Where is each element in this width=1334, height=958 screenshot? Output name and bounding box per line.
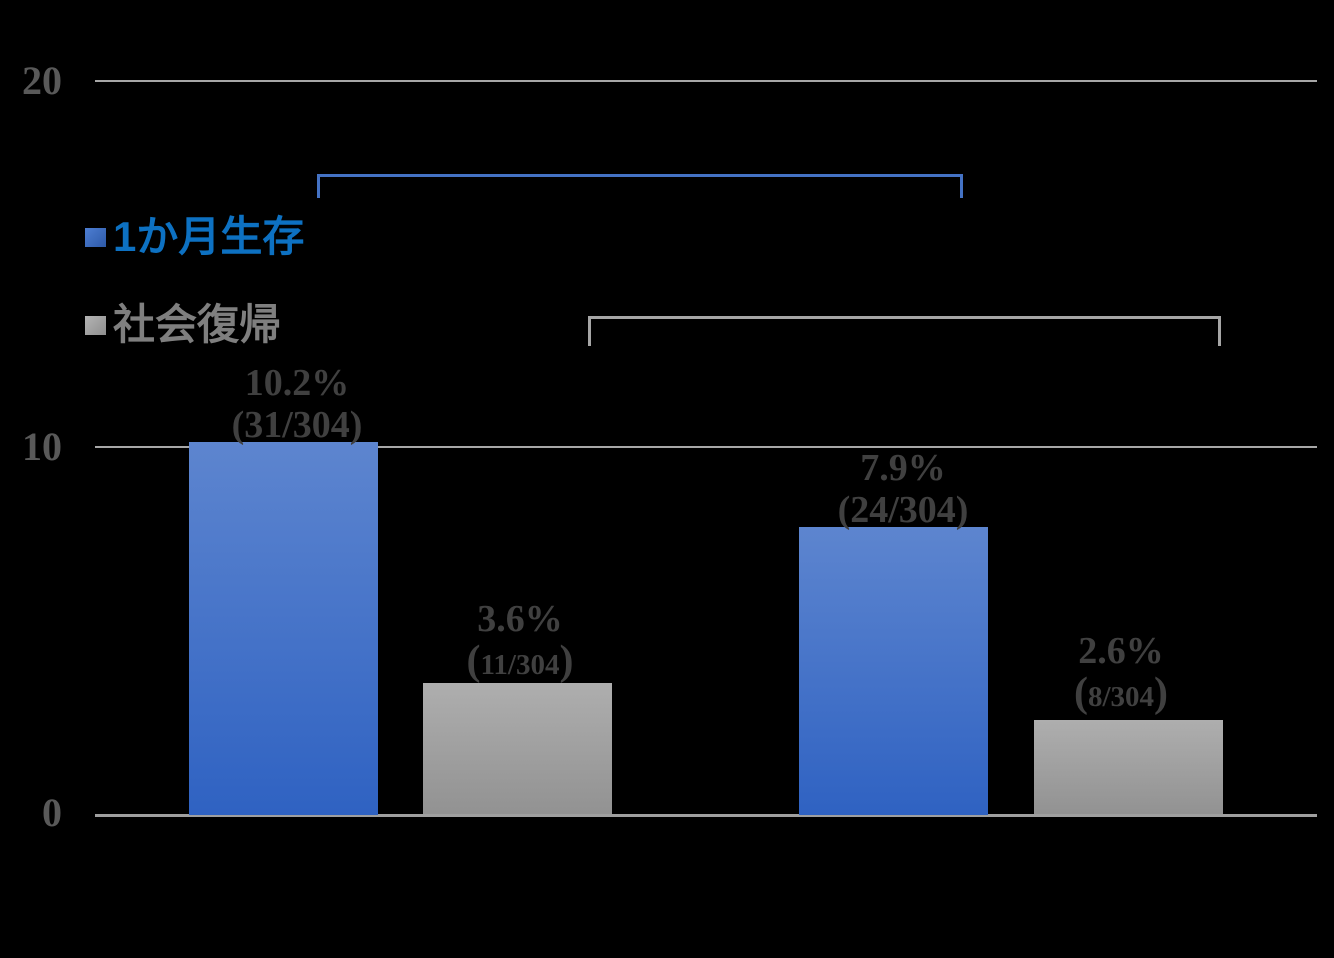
bar-label-survival-group1: 10.2% (31/304) [147,362,447,446]
legend-swatch-blue-icon [85,227,106,247]
fraction-numbers: 8/304 [1087,681,1155,713]
bar-recovery-group1 [423,683,612,814]
bar-survival-group1 [189,442,378,815]
percent-value: 2.6% [1078,630,1164,672]
legend-label-recovery: 社会復帰 [113,301,282,348]
fraction-value: (31/304) [231,404,363,446]
bar-label-recovery-group2: 2.6% (8/304) [971,630,1271,714]
y-tick-20: 20 [22,58,62,103]
paren-close: ) [559,638,574,684]
paren-open: ( [1073,670,1088,716]
percent-value: 10.2% [244,362,350,404]
legend-label-survival: 1か月生存 [113,213,305,260]
legend-swatch-gray-icon [85,315,106,335]
significance-bracket-recovery [588,316,1221,346]
percent-value: 3.6% [477,598,563,640]
bar-label-recovery-group1: 3.6% (11/304) [370,598,670,682]
bar-recovery-group2 [1034,720,1223,814]
percent-value: 7.9% [860,447,946,489]
significance-bracket-survival [317,174,963,198]
fraction-value: (11/304) [370,640,670,682]
bar-survival-group2 [799,527,988,815]
paren-open: ( [466,638,481,684]
gridline-10 [95,446,1317,448]
legend-item-survival: 1か月生存 [85,214,304,260]
fraction-value: (8/304) [971,672,1271,714]
x-axis-baseline [95,814,1317,817]
bar-label-survival-group2: 7.9% (24/304) [753,447,1053,531]
gridline-20 [95,80,1317,82]
y-tick-0: 0 [42,790,62,835]
legend-item-recovery: 社会復帰 [85,302,281,348]
paren-close: ) [1154,670,1169,716]
y-tick-10: 10 [22,424,62,469]
fraction-numbers: 11/304 [480,649,560,681]
fraction-value: (24/304) [837,489,969,531]
